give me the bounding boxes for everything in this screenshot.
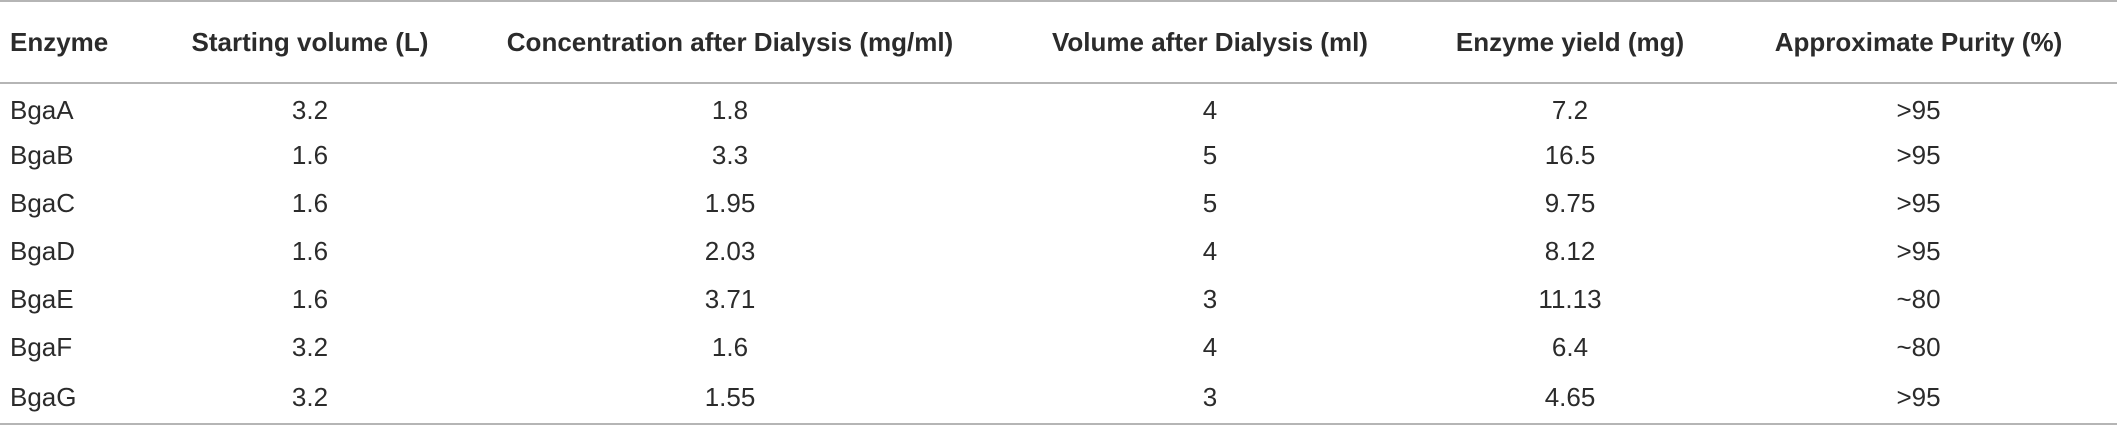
cell-volume-after-dialysis: 4	[1202, 95, 1218, 125]
header-starting-volume: Starting volume (L)	[160, 0, 460, 84]
cell-starting-volume: 3.2	[291, 95, 329, 125]
cell-enzyme: BgaF	[10, 331, 73, 362]
cell-starting-volume: 3.2	[160, 371, 460, 425]
cell-concentration: 2.03	[704, 235, 756, 266]
enzyme-table-container: Enzyme Starting volume (L) Concentration…	[0, 0, 2117, 425]
cell-approximate-purity: ~80	[1896, 331, 1941, 362]
cell-enzyme: BgaG	[0, 371, 160, 425]
cell-starting-volume: 3.2	[291, 331, 329, 362]
cell-volume-after-dialysis: 5	[1202, 187, 1218, 218]
cell-enzyme-yield: 16.5	[1544, 139, 1596, 170]
table-row: BgaE 1.6 3.71 3 11.13 ~80	[0, 275, 2117, 323]
cell-enzyme-yield: 6.4	[1551, 331, 1589, 362]
cell-starting-volume: 1.6	[291, 235, 329, 266]
cell-volume-after-dialysis: 5	[1202, 139, 1218, 170]
table-row: BgaA 3.2 1.8 4 7.2 >95	[0, 83, 2117, 131]
cell-approximate-purity: >95	[1896, 235, 1941, 266]
cell-concentration: 3.71	[704, 283, 756, 314]
cell-concentration: 1.8	[711, 95, 749, 125]
cell-concentration: 1.95	[704, 187, 756, 218]
cell-approximate-purity: >95	[1896, 95, 1941, 125]
cell-enzyme-yield: 11.13	[1538, 283, 1602, 314]
cell-enzyme-yield: 7.2	[1551, 95, 1589, 125]
table-row: BgaC 1.6 1.95 5 9.75 >95	[0, 179, 2117, 227]
cell-approximate-purity: >95	[1896, 139, 1941, 170]
cell-concentration: 1.55	[460, 371, 1000, 425]
cell-approximate-purity: >95	[1720, 371, 2117, 425]
cell-enzyme: BgaB	[10, 139, 74, 170]
cell-starting-volume: 1.6	[291, 283, 329, 314]
cell-concentration: 1.6	[711, 331, 749, 362]
cell-approximate-purity: >95	[1896, 187, 1941, 218]
cell-approximate-purity: ~80	[1896, 283, 1941, 314]
cell-enzyme: BgaE	[10, 283, 74, 314]
cell-volume-after-dialysis: 4	[1202, 235, 1218, 266]
header-concentration: Concentration after Dialysis (mg/ml)	[460, 0, 1000, 84]
cell-enzyme: BgaC	[10, 187, 76, 218]
cell-volume-after-dialysis: 4	[1202, 331, 1218, 362]
table-row: BgaG 3.2 1.55 3 4.65 >95	[0, 371, 2117, 425]
cell-enzyme-yield: 4.65	[1420, 371, 1720, 425]
cell-starting-volume: 1.6	[291, 187, 329, 218]
table-row: BgaD 1.6 2.03 4 8.12 >95	[0, 227, 2117, 275]
cell-enzyme: BgaD	[10, 235, 76, 266]
header-volume-after-dialysis: Volume after Dialysis (ml)	[1000, 0, 1420, 84]
header-enzyme: Enzyme	[0, 0, 160, 84]
header-approximate-purity: Approximate Purity (%)	[1720, 0, 2117, 84]
table-row: BgaB 1.6 3.3 5 16.5 >95	[0, 131, 2117, 179]
cell-enzyme: BgaA	[10, 95, 74, 125]
table-row: BgaF 3.2 1.6 4 6.4 ~80	[0, 323, 2117, 371]
cell-volume-after-dialysis: 3	[1202, 283, 1218, 314]
cell-concentration: 3.3	[711, 139, 749, 170]
enzyme-purification-table: Enzyme Starting volume (L) Concentration…	[0, 0, 2117, 425]
header-enzyme-yield: Enzyme yield (mg)	[1420, 0, 1720, 84]
cell-enzyme-yield: 8.12	[1544, 235, 1596, 266]
table-header-row: Enzyme Starting volume (L) Concentration…	[0, 0, 2117, 84]
cell-starting-volume: 1.6	[291, 139, 329, 170]
cell-volume-after-dialysis: 3	[1000, 371, 1420, 425]
cell-enzyme-yield: 9.75	[1544, 187, 1596, 218]
